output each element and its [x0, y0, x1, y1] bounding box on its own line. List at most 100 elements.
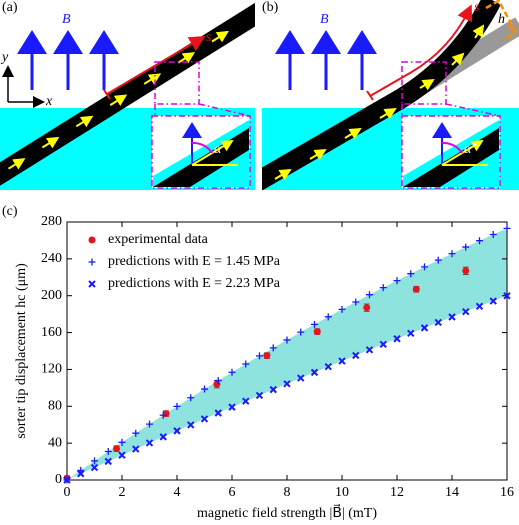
x-tick-label: 16 — [500, 485, 514, 500]
data-point — [366, 291, 373, 299]
x-tick-label: 12 — [390, 485, 404, 500]
data-point — [283, 380, 291, 388]
data-point — [462, 307, 470, 316]
data-point — [503, 292, 511, 300]
data-point — [324, 362, 332, 371]
panel-label: (a) — [2, 0, 18, 15]
data-point — [421, 263, 428, 271]
chart: 0 2 4 6 8 10 12 14 1604080120160200240280magneti… — [14, 214, 514, 521]
data-point — [145, 439, 154, 447]
panel-label: (c) — [2, 204, 18, 219]
data-point — [118, 451, 126, 459]
angle-label: α — [214, 142, 222, 157]
data-point — [407, 270, 415, 278]
data-point — [90, 463, 99, 472]
y-tick-label: 120 — [41, 362, 62, 377]
y-tick-label: 80 — [48, 399, 62, 414]
arc-label: s — [474, 0, 480, 15]
legend-marker — [88, 236, 96, 244]
data-point — [242, 397, 250, 405]
panel-b: B⃗ s h α̃ (b) — [262, 0, 519, 190]
data-point — [420, 324, 429, 332]
data-point — [104, 457, 112, 466]
data-point — [363, 304, 371, 312]
data-point — [352, 351, 360, 360]
data-point — [393, 335, 401, 343]
legend-label: predictions with E = 2.23 MPa — [108, 276, 281, 291]
data-point — [132, 429, 140, 437]
data-point — [462, 243, 470, 251]
y-tick-label: 160 — [41, 325, 62, 340]
y-tick-label: 40 — [48, 435, 62, 450]
data-point — [159, 411, 167, 419]
data-point — [489, 231, 497, 239]
field-label: B⃗ — [62, 12, 81, 27]
y-axis-label: sorter tip displacement hc (μm) — [14, 263, 29, 439]
field-arrows — [17, 30, 119, 90]
data-point — [283, 336, 291, 344]
data-point — [228, 368, 236, 376]
data-point — [393, 277, 401, 285]
deflection-label: h — [498, 12, 505, 27]
data-point — [297, 328, 305, 336]
data-point — [379, 284, 387, 292]
data-point — [489, 297, 497, 305]
data-point — [310, 368, 319, 377]
x-tick-label: 14 — [445, 485, 459, 500]
data-point — [352, 298, 360, 306]
data-point — [91, 457, 98, 465]
x-tick-label: 0 — [64, 485, 71, 500]
legend-marker — [88, 258, 96, 266]
legend-label: experimental data — [108, 232, 209, 247]
legend-label: predictions with E = 1.45 MPa — [108, 254, 281, 269]
data-point — [263, 352, 271, 360]
panel-label: (b) — [262, 0, 279, 15]
data-point — [462, 267, 470, 275]
data-point — [132, 445, 140, 453]
data-point — [448, 250, 456, 258]
data-point — [407, 329, 415, 338]
data-point — [118, 438, 126, 446]
data-point — [173, 402, 181, 410]
data-point — [434, 256, 442, 264]
data-point — [255, 391, 264, 400]
data-point — [311, 320, 318, 328]
arc-label: s — [206, 30, 212, 45]
y-tick-label: 0 — [55, 472, 62, 487]
x-axis-label: magnetic field strength |B⃗| (mT) — [197, 504, 377, 522]
prediction-band — [67, 228, 507, 480]
data-point — [146, 420, 153, 428]
data-point — [200, 415, 209, 423]
data-point — [379, 340, 387, 348]
data-point — [159, 433, 167, 441]
x-tick-label: 8 — [284, 485, 291, 500]
data-point — [173, 427, 181, 435]
data-point — [475, 302, 484, 311]
y-tick-label: 200 — [41, 288, 62, 303]
x-tick-label: 6 — [229, 485, 236, 500]
data-point — [63, 476, 71, 484]
y-tick-label: 240 — [41, 251, 62, 266]
data-point — [256, 352, 263, 360]
x-tick-label: 10 — [335, 485, 349, 500]
data-point — [228, 403, 236, 411]
data-point — [448, 313, 456, 321]
x-tick-label: 4 — [174, 485, 181, 500]
data-point — [214, 377, 222, 385]
data-point — [338, 357, 346, 365]
data-point — [77, 470, 85, 478]
data-point — [365, 346, 374, 354]
data-point — [503, 224, 511, 232]
data-point — [269, 385, 277, 394]
data-point — [338, 305, 346, 313]
data-point — [187, 421, 195, 429]
data-point — [214, 409, 222, 417]
data-point — [242, 360, 250, 368]
data-point — [412, 285, 420, 293]
legend-entry: predictions with E = 1.45 MPa — [88, 254, 281, 269]
data-point — [324, 313, 332, 321]
axis-y-label: y — [0, 50, 9, 65]
data-point — [434, 318, 442, 327]
data-point — [297, 374, 305, 382]
